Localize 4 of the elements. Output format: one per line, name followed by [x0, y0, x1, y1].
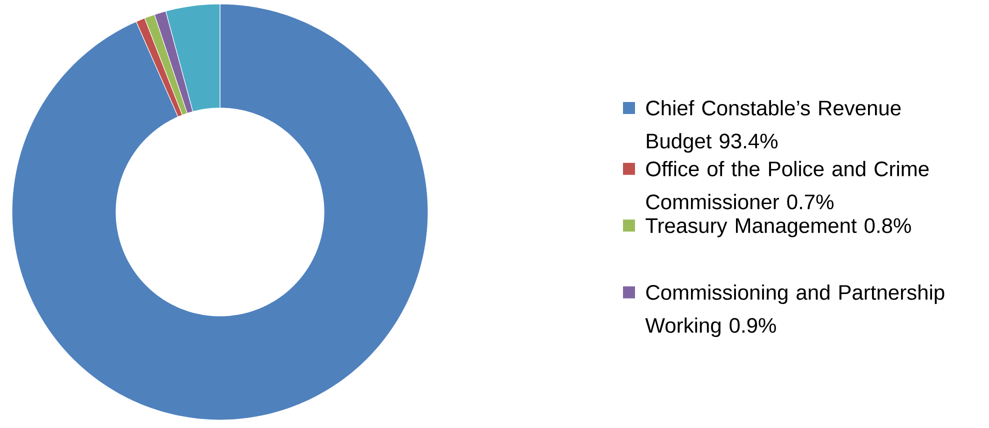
legend-label: Commissioning and Partnership Working 0.9%: [645, 284, 944, 338]
legend-label: Chief Constable’s Revenue Budget 93.4%: [646, 100, 901, 153]
legend-label: Treasury Management 0.8%: [646, 218, 911, 238]
legend-label: Office of the Police and Crime Commissioner 0.7%: [646, 160, 929, 210]
